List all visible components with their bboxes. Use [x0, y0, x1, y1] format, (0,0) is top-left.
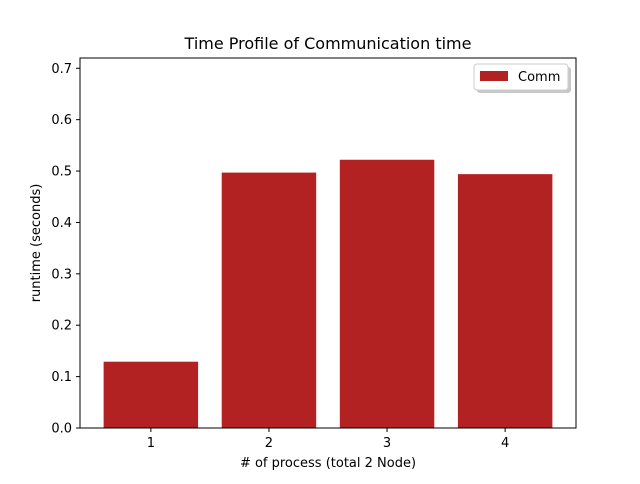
- y-tick-label: 0.5: [51, 165, 72, 180]
- y-tick-label: 0.4: [51, 216, 72, 231]
- legend-label-comm: Comm: [518, 70, 560, 85]
- x-axis: 1 2 3 4: [147, 428, 509, 451]
- legend-swatch-comm: [480, 71, 508, 81]
- y-tick-label: 0.1: [51, 370, 72, 385]
- x-tick-label: 4: [501, 436, 509, 451]
- bars-layer: [103, 159, 553, 428]
- x-tick-label: 1: [147, 436, 155, 451]
- x-axis-label: # of process (total 2 Node): [240, 456, 416, 471]
- chart-title: Time Profile of Communication time: [184, 34, 472, 53]
- y-tick-label: 0.2: [51, 319, 72, 334]
- legend-box: [473, 63, 569, 91]
- y-tick-label: 0.0: [51, 422, 72, 437]
- plot-frame: [79, 57, 577, 429]
- y-axis: 0.0 0.1 0.2 0.3 0.4 0.5 0.6 0.7: [51, 62, 80, 437]
- y-tick-label: 0.3: [51, 267, 72, 282]
- bar-1: [103, 361, 199, 428]
- y-tick-label: 0.6: [51, 113, 72, 128]
- bar-3: [339, 159, 435, 428]
- bar-4: [457, 174, 553, 428]
- legend: Comm: [473, 63, 571, 93]
- y-axis-label: runtime (seconds): [29, 184, 44, 303]
- bar-2: [221, 172, 317, 428]
- x-tick-label: 2: [265, 436, 273, 451]
- x-tick-label: 3: [383, 436, 391, 451]
- y-tick-label: 0.7: [51, 62, 72, 77]
